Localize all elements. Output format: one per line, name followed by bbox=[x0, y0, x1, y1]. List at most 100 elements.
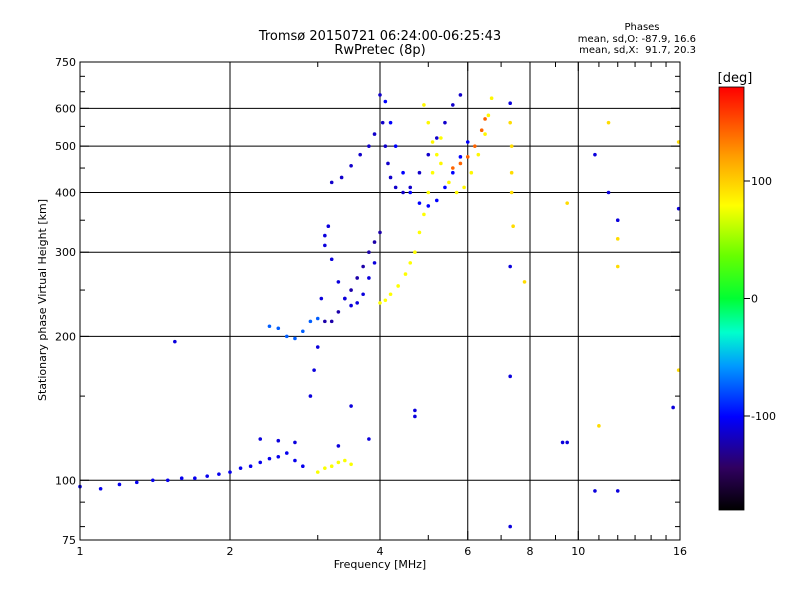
data-point bbox=[430, 140, 435, 144]
x-tick-label: 4 bbox=[377, 545, 384, 558]
data-point bbox=[401, 190, 405, 195]
data-point bbox=[615, 218, 620, 223]
y-tick-label: 400 bbox=[55, 186, 76, 199]
x-tick-label: 10 bbox=[571, 545, 585, 558]
data-point bbox=[355, 301, 359, 305]
data-point bbox=[329, 257, 334, 262]
data-point bbox=[336, 460, 341, 465]
data-point bbox=[378, 93, 382, 97]
data-point bbox=[508, 101, 512, 105]
data-point bbox=[349, 303, 353, 308]
data-point bbox=[560, 440, 565, 445]
data-point bbox=[476, 152, 481, 157]
data-point bbox=[417, 201, 422, 205]
data-point bbox=[329, 180, 334, 185]
data-point bbox=[417, 170, 422, 175]
data-point bbox=[458, 155, 463, 159]
data-point bbox=[378, 301, 382, 305]
data-point bbox=[671, 405, 675, 410]
data-point bbox=[308, 319, 313, 324]
data-point bbox=[615, 237, 620, 241]
data-point bbox=[343, 458, 347, 463]
phase-colorbar: [deg] 100 0 -100 bbox=[718, 71, 776, 511]
data-point bbox=[343, 296, 347, 301]
data-point bbox=[462, 185, 466, 190]
x-tick-label: 16 bbox=[673, 545, 687, 558]
data-point bbox=[413, 414, 417, 419]
data-point bbox=[489, 96, 494, 100]
colorbar-tick-label: -100 bbox=[751, 410, 776, 423]
data-point bbox=[597, 424, 601, 428]
y-tick-label: 75 bbox=[62, 534, 76, 547]
data-point bbox=[434, 198, 439, 203]
y-tick-label: 600 bbox=[55, 102, 76, 115]
x-axis-label: Frequency [MHz] bbox=[334, 558, 426, 571]
data-point bbox=[323, 319, 327, 324]
data-point bbox=[323, 466, 327, 470]
data-point bbox=[372, 240, 377, 244]
data-point bbox=[293, 336, 297, 341]
data-point bbox=[451, 103, 455, 107]
data-point bbox=[367, 144, 371, 148]
data-point bbox=[380, 120, 385, 125]
data-point bbox=[276, 438, 281, 443]
data-point bbox=[615, 264, 620, 269]
chart-subtitle: RwPretec (8p) bbox=[334, 43, 425, 58]
data-point bbox=[339, 175, 344, 180]
data-point bbox=[323, 233, 327, 238]
axes: 1 2 4 6 8 10 16 75 100 200 300 400 500 600 750 bbox=[55, 56, 687, 558]
data-point bbox=[248, 464, 253, 469]
data-point bbox=[483, 132, 487, 136]
data-point bbox=[361, 264, 365, 269]
data-point bbox=[408, 190, 413, 195]
data-point bbox=[443, 185, 447, 190]
data-point bbox=[308, 394, 313, 398]
data-point bbox=[361, 292, 365, 297]
data-point bbox=[367, 276, 371, 280]
data-point bbox=[367, 250, 371, 255]
data-points bbox=[78, 93, 681, 529]
data-point bbox=[422, 103, 426, 107]
data-point bbox=[511, 224, 515, 229]
data-point bbox=[315, 470, 320, 474]
grid-lines bbox=[80, 62, 680, 540]
data-point bbox=[451, 166, 455, 170]
data-point bbox=[383, 298, 388, 303]
data-point bbox=[258, 460, 263, 465]
colorbar-tick-label: 100 bbox=[751, 175, 772, 188]
data-point bbox=[386, 161, 390, 166]
data-point bbox=[451, 170, 455, 175]
x-tick-label: 1 bbox=[77, 545, 84, 558]
data-point bbox=[447, 180, 451, 185]
data-point bbox=[458, 161, 463, 166]
data-point bbox=[372, 132, 377, 136]
data-point bbox=[326, 224, 331, 229]
data-point bbox=[403, 272, 408, 276]
data-point bbox=[165, 478, 170, 483]
y-tick-label: 750 bbox=[55, 56, 76, 69]
data-point bbox=[434, 152, 439, 157]
data-point bbox=[151, 478, 155, 483]
data-point bbox=[301, 464, 305, 469]
data-point bbox=[336, 280, 341, 284]
data-point bbox=[509, 190, 514, 195]
data-point bbox=[117, 482, 122, 487]
data-point bbox=[134, 480, 139, 485]
data-point bbox=[205, 474, 209, 478]
data-point bbox=[323, 243, 327, 248]
data-point bbox=[267, 456, 272, 461]
data-point bbox=[522, 280, 527, 284]
data-point bbox=[509, 144, 514, 148]
data-point bbox=[434, 136, 439, 140]
data-point bbox=[473, 144, 477, 148]
data-point bbox=[301, 329, 305, 334]
data-point bbox=[606, 120, 611, 125]
colorbar-tick-label: 0 bbox=[751, 293, 758, 306]
data-point bbox=[329, 319, 334, 324]
data-point bbox=[217, 472, 221, 476]
data-point bbox=[349, 462, 353, 467]
data-point bbox=[276, 326, 281, 331]
data-point bbox=[426, 120, 431, 125]
data-point bbox=[367, 437, 371, 441]
data-point bbox=[615, 489, 620, 493]
